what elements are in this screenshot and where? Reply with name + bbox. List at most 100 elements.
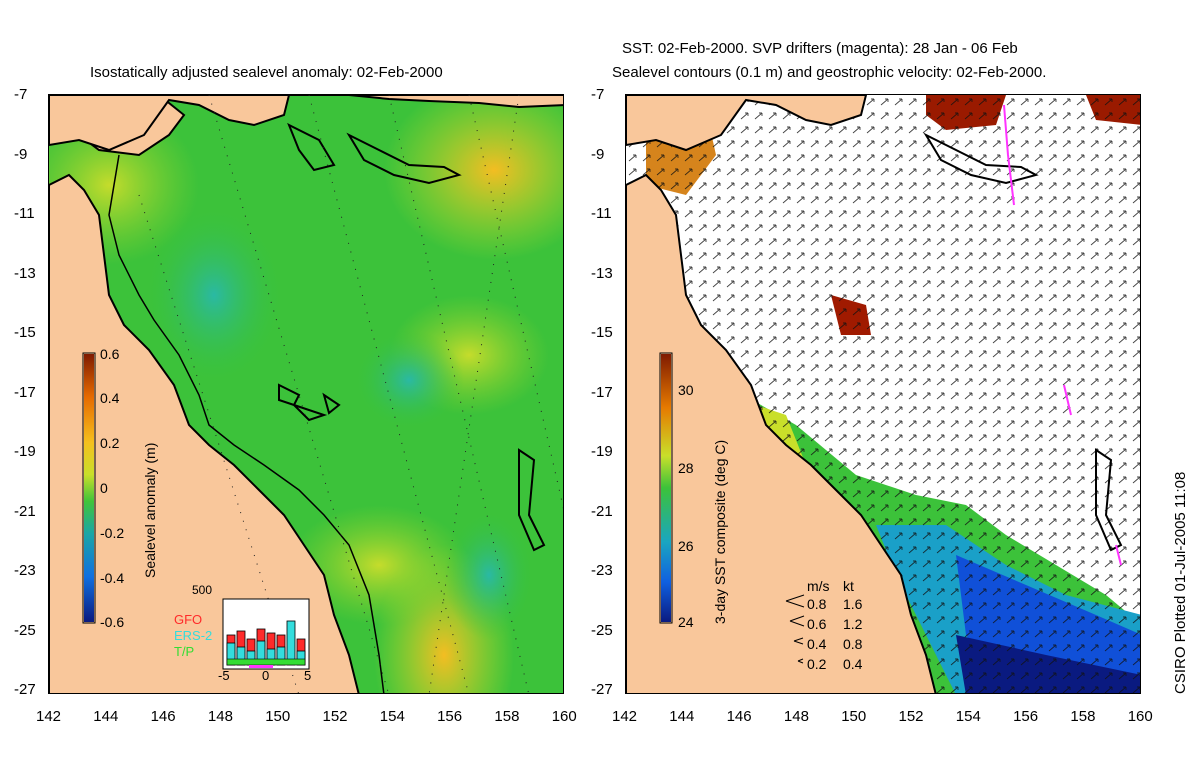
inset-xtick-1: 0 [262,668,270,683]
anomaly-low-west [144,205,284,385]
lon-tick-right-1: 144 [669,708,695,725]
inset-xtick-2: 5 [304,668,312,683]
lat-tick-right-6: -19 [591,443,613,460]
solomon-islands-right [923,132,1039,185]
sst-cb-tick-2: 26 [678,538,694,554]
lon-tick-left-0: 142 [36,708,62,725]
lat-tick-right-9: -25 [591,621,613,639]
velocity-legend-arrows [785,594,805,664]
vel-row-3-kt: 0.4 [843,656,863,672]
lon-tick-right-6: 154 [955,708,981,725]
sst-colorbar [661,354,671,622]
lon-tick-right-8: 158 [1070,708,1096,725]
lon-tick-right-0: 142 [612,708,638,725]
solomon-islands-a [346,132,462,185]
australia-coast [49,173,360,693]
png-mainland-right [626,95,868,152]
vel-row-1-ms: 0.6 [807,616,827,632]
lat-tick-right-10: -27 [591,681,613,698]
lon-tick-right-7: 156 [1013,708,1039,725]
lon-tick-right-2: 146 [726,708,752,725]
vel-header-ms: m/s [807,578,830,594]
anomaly-lime-south [289,505,469,625]
lon-tick-left-6: 154 [379,708,405,725]
sealevel-cb-tick-0: 0.6 [100,346,120,362]
lat-tick-left-1: -9 [14,145,28,163]
sealevel-cb-tick-6: -0.6 [100,614,125,630]
lat-tick-left-2: -11 [14,205,35,222]
sst-velocity-map [625,94,1141,694]
left-map-title: Isostatically adjusted sealevel anomaly:… [90,64,443,81]
lon-tick-right-3: 148 [783,708,809,725]
lat-tick-right-7: -21 [591,502,613,520]
lat-tick-left-4: -15 [14,324,36,341]
lon-tick-left-2: 146 [150,708,176,725]
vel-header-kt: kt [843,578,854,594]
satellite-tracks [138,95,563,693]
right-map-title-line2: Sealevel contours (0.1 m) and geostrophi… [612,64,1047,81]
lat-tick-left-3: -13 [14,264,36,282]
inset-xtick-0: -5 [218,668,230,683]
right-map-title-line1: SST: 02-Feb-2000. SVP drifters (magenta)… [622,40,1018,57]
inset-ymax-label: 500 [192,583,213,597]
lon-tick-right-9: 160 [1127,708,1153,725]
sealevel-cb-tick-5: -0.4 [100,570,125,586]
sst-cb-tick-3: 24 [678,614,694,630]
anomaly-low-southeast [444,510,534,640]
inset-mission-tp: T/P [174,644,195,659]
lat-tick-left-7: -21 [14,502,36,520]
lon-tick-left-9: 160 [551,708,577,725]
lat-tick-left-8: -23 [14,562,36,579]
lon-tick-left-1: 144 [93,708,119,725]
lon-tick-right-4: 150 [841,708,867,725]
lon-tick-right-5: 152 [898,708,924,725]
png-coast [49,95,563,157]
anomaly-low-center [354,330,464,430]
solomon-islands-b [287,122,336,172]
lat-tick-right-2: -11 [591,205,612,222]
new-caledonia-right [1095,448,1123,552]
inset-mission-gfo: GFO [174,612,203,627]
sealevel-cb-label: Sealevel anomaly (m) [142,442,158,578]
lat-tick-right-0: -7 [591,86,605,103]
shelf-contour [108,154,385,693]
lat-tick-left-5: -17 [14,383,36,401]
lon-tick-left-3: 148 [207,708,233,725]
lat-tick-left-9: -25 [14,621,36,639]
australia-coast-right [626,173,937,693]
sealevel-cb-tick-1: 0.4 [100,390,120,406]
inset-mission-ers2: ERS-2 [174,628,213,643]
new-caledonia [518,448,546,552]
sealevel-anomaly-map [48,94,564,694]
sst-cb-tick-0: 30 [678,382,694,398]
sealevel-cb-tick-2: 0.2 [100,435,120,451]
lat-tick-left-0: -7 [14,86,28,103]
lat-tick-right-3: -13 [591,264,613,282]
lat-tick-right-4: -15 [591,324,613,341]
lon-tick-left-5: 152 [322,708,348,725]
vel-row-0-ms: 0.8 [807,596,827,612]
lat-tick-right-1: -9 [591,145,605,163]
plot-credit: CSIRO Plotted 01-Jul-2005 11:08 [1172,471,1189,694]
lat-tick-left-6: -19 [14,443,36,460]
vel-row-1-kt: 1.2 [843,616,863,632]
anomaly-high-northeast [384,95,563,260]
lon-tick-left-8: 158 [494,708,520,725]
sst-map-svg [626,95,1140,693]
sst-cb-tick-1: 28 [678,460,694,476]
sealevel-colorbar [84,354,94,622]
sealevel-cb-tick-4: -0.2 [100,525,125,541]
satellite-count-inset [222,598,310,670]
sealevel-cb-tick-3: 0 [100,480,108,496]
svp-drifter-tracks [1003,104,1122,566]
lon-tick-left-4: 150 [265,708,291,725]
coral-sea-reefs [278,383,341,422]
vel-row-2-kt: 0.8 [843,636,863,652]
sealevel-map-svg [49,95,563,693]
vel-row-3-ms: 0.2 [807,656,827,672]
lat-tick-left-10: -27 [14,681,36,698]
png-mainland [49,95,291,152]
lat-tick-right-5: -17 [591,383,613,401]
vel-row-2-ms: 0.4 [807,636,827,652]
lon-tick-left-7: 156 [437,708,463,725]
